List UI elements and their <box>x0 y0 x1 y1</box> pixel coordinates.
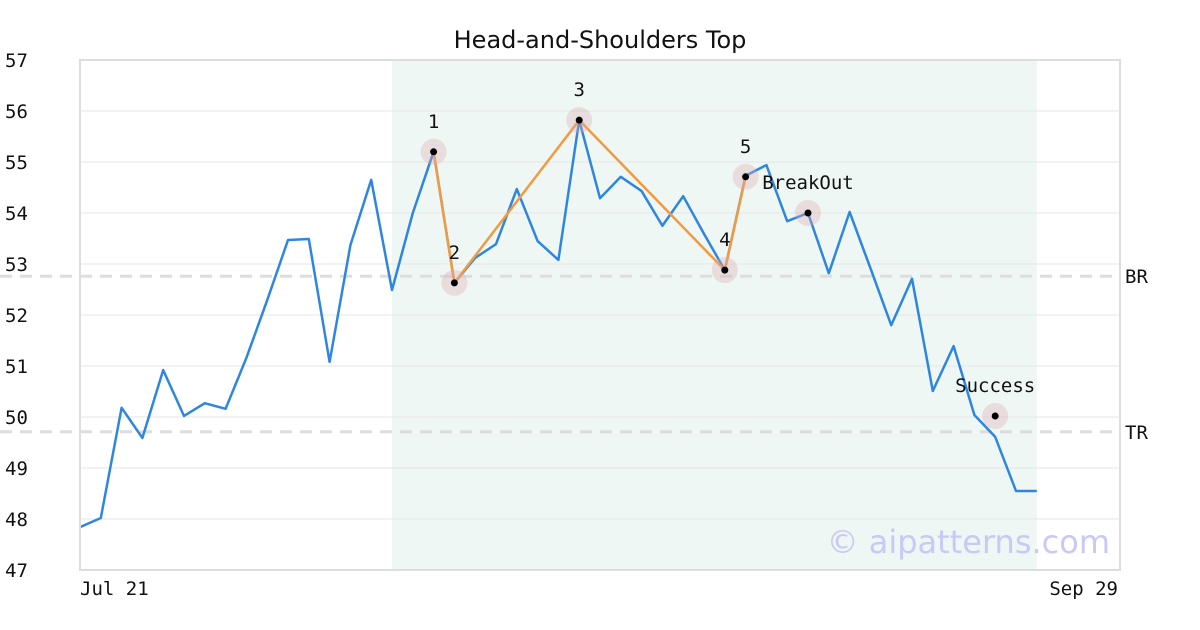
pattern-point <box>450 279 458 287</box>
plot-frame <box>79 59 1121 571</box>
y-tick-label: 47 <box>5 560 28 582</box>
y-tick-label: 49 <box>5 458 28 480</box>
pattern-point <box>575 116 583 124</box>
y-tick-label: 51 <box>5 356 28 378</box>
x-tick-label: Sep 29 <box>1049 578 1118 600</box>
price-line <box>79 118 1037 529</box>
pattern-label: 2 <box>449 242 460 264</box>
pattern-point <box>430 148 438 156</box>
pattern-label: Success <box>955 375 1035 397</box>
pattern-label: 3 <box>573 79 584 101</box>
pattern-label: BreakOut <box>762 172 854 194</box>
y-tick-label: 48 <box>5 509 28 531</box>
y-tick-label: 57 <box>5 50 28 72</box>
pattern-label: 1 <box>428 111 439 133</box>
pattern-point <box>721 266 729 274</box>
chart-title: Head-and-Shoulders Top <box>454 26 747 54</box>
level-label: TR <box>1125 422 1148 444</box>
x-tick-label: Jul 21 <box>80 578 149 600</box>
level-label: BR <box>1125 266 1148 288</box>
pattern-label: 5 <box>740 136 751 158</box>
pattern-point <box>991 412 999 420</box>
y-tick-label: 56 <box>5 101 28 123</box>
pattern-point <box>742 173 750 181</box>
pattern-point <box>804 209 812 217</box>
watermark: © aipatterns.com <box>827 523 1110 561</box>
pattern-label: 4 <box>719 229 730 251</box>
y-tick-label: 50 <box>5 407 28 429</box>
y-tick-label: 52 <box>5 305 28 327</box>
y-tick-label: 55 <box>5 152 28 174</box>
y-tick-label: 54 <box>5 203 28 225</box>
y-tick-label: 53 <box>5 254 28 276</box>
